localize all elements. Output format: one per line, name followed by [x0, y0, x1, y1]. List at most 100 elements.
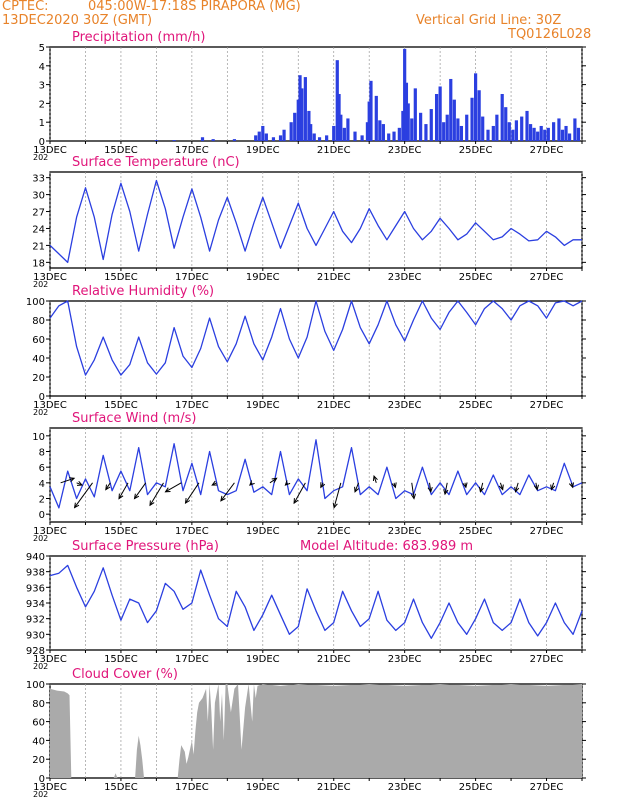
wind-xtick-label: 21DEC: [317, 526, 351, 537]
rh-ytick-label: 40: [32, 354, 45, 365]
precip-bar: [491, 125, 495, 141]
precip-bar: [546, 127, 550, 141]
temp-ytick-label: 33: [32, 174, 45, 185]
rh-ytick-label: 60: [32, 335, 45, 346]
temp-xtick-label: 19DEC: [246, 272, 280, 283]
wind-wind-vector: [444, 482, 448, 495]
pres-ytick-label: 928: [26, 646, 45, 657]
wind-xtick-label: 15DEC: [104, 526, 138, 537]
wind-wind-vector: [333, 482, 342, 508]
precip-bar: [278, 135, 283, 141]
rh-series-line: [49, 300, 583, 376]
grid-line-label: Vertical Grid Line: 30Z: [416, 13, 562, 28]
wind-wind-arrowhead: [372, 475, 378, 482]
precip-bar: [312, 133, 316, 141]
wind-wind-arrowhead: [76, 480, 84, 486]
precip-ytick-label: 5: [39, 43, 45, 54]
wind-wind-arrowhead: [133, 493, 140, 500]
wind-wind-arrowhead: [293, 498, 299, 505]
run-label: 13DEC2020 30Z (GMT): [2, 13, 153, 28]
wind-wind-arrowhead: [211, 480, 218, 486]
precip-bar: [525, 110, 529, 141]
precip-xtick-label: 23DEC: [388, 145, 422, 156]
precip-bar: [309, 124, 313, 141]
precip-bar: [419, 112, 423, 141]
pres-ytick-label: 938: [26, 568, 45, 579]
pres-annotation: Model Altitude: 683.989 m: [300, 539, 473, 554]
precip-bar: [504, 107, 508, 141]
cloud-ytick-label: 0: [39, 774, 45, 785]
wind-wind-vector: [354, 482, 360, 493]
wind-wind-arrowhead: [332, 502, 338, 509]
temp-xtick-label: 27DEC: [530, 272, 564, 283]
wind-wind-arrowhead: [427, 486, 433, 493]
pres-xtick-label: 19DEC: [246, 654, 280, 665]
cloud-xtick-label: 13DEC: [33, 782, 67, 793]
pres-frame: [49, 555, 583, 651]
precip-bar: [271, 137, 276, 141]
precip-ytick-label: 4: [39, 62, 45, 73]
precip-bar: [342, 127, 346, 141]
temp-xtick-label: 13DEC: [33, 272, 67, 283]
cloud-xtick-label: 21DEC: [317, 782, 351, 793]
pres-xtick-label: 25DEC: [459, 654, 493, 665]
precip-bar: [200, 137, 205, 141]
precip-bar: [459, 125, 464, 141]
cloud-xtick-label: 25DEC: [459, 782, 493, 793]
rh-xtick-label: 21DEC: [317, 400, 351, 411]
precip-bar: [413, 88, 417, 141]
precip-bar: [403, 48, 407, 141]
pres-xtick-label: 21DEC: [317, 654, 351, 665]
wind-wind-arrowhead: [69, 477, 76, 483]
precip-bar: [552, 122, 556, 141]
precip-bar: [387, 133, 391, 141]
temp-xtick-label: 15DEC: [104, 272, 138, 283]
wind-wind-arrowhead: [443, 489, 449, 496]
precip-bar: [557, 118, 561, 141]
pres-xtick-label: 17DEC: [175, 654, 209, 665]
rh-ytick-label: 0: [39, 392, 45, 403]
cloud-panel: [46, 683, 586, 781]
wind-wind-arrowhead: [284, 480, 291, 486]
cloud-xtick-label: 27DEC: [530, 782, 564, 793]
precip-bar: [317, 137, 322, 141]
location-label: 045:00W-17:18S PIRAPORA (MG): [88, 0, 301, 14]
wind-wind-arrowhead: [320, 482, 326, 489]
wind-wind-vector: [134, 482, 147, 499]
temp-series-line: [49, 179, 582, 264]
precip-bar: [300, 88, 304, 141]
precip-bar: [282, 129, 286, 141]
rh-panel: [46, 300, 586, 399]
precip-frame: [49, 46, 583, 142]
precip-bar: [303, 77, 307, 141]
pres-title: Surface Pressure (hPa): [72, 539, 219, 554]
precip-bar: [528, 124, 533, 141]
precip-bar: [378, 120, 382, 141]
cloud-xtick-label: 19DEC: [246, 782, 280, 793]
rh-xtick-label: 19DEC: [246, 400, 280, 411]
precip-bar: [434, 94, 439, 141]
precip-bar: [543, 129, 547, 141]
precip-bar: [452, 99, 456, 141]
temp-frame: [49, 171, 583, 269]
model-code-label: TQ0126L028: [508, 27, 592, 42]
precip-bar: [296, 99, 300, 141]
precip-bar: [264, 133, 268, 141]
wind-wind-vector: [220, 482, 235, 502]
precip-xtick-label: 13DEC: [33, 145, 67, 156]
precip-bar: [456, 118, 460, 141]
rh-xtick-label: 13DEC: [33, 400, 67, 411]
wind-wind-vector: [479, 482, 484, 492]
precip-bar: [254, 135, 258, 141]
precip-ytick-label: 3: [39, 81, 45, 92]
wind-wind-vector: [185, 482, 200, 504]
precip-bar: [365, 122, 370, 141]
precip-ytick-label: 2: [39, 99, 45, 110]
precip-xtick-label: 21DEC: [317, 145, 351, 156]
temp-panel: [46, 171, 586, 271]
precip-bar: [567, 133, 572, 141]
wind-wind-arrowhead: [354, 486, 360, 493]
temp-ytick-label: 18: [32, 258, 45, 269]
wind-wind-vector: [269, 477, 277, 484]
